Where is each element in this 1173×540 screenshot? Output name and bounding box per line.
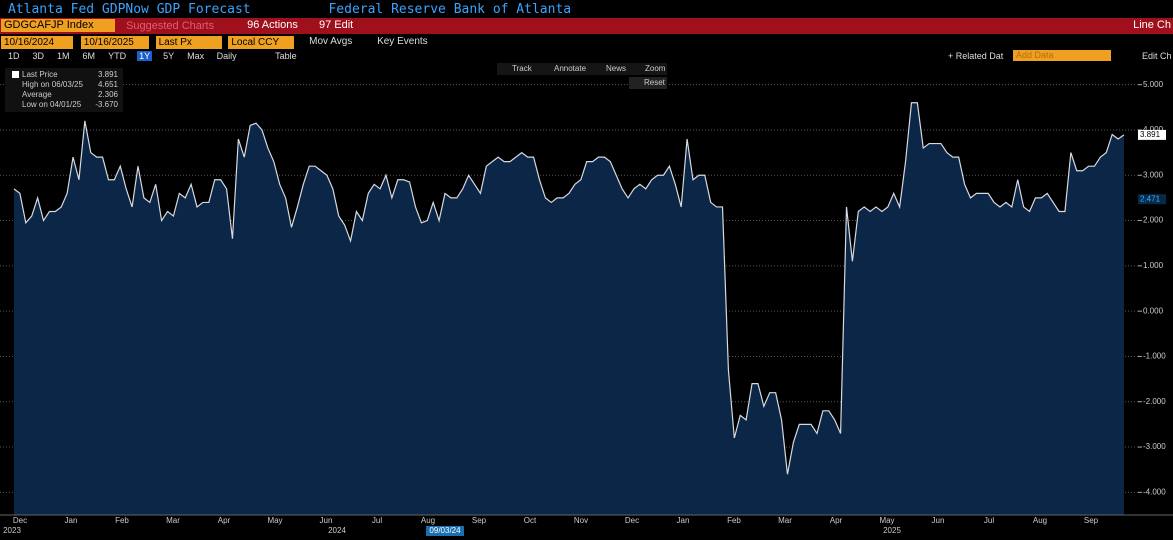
period[interactable]: 3D bbox=[32, 51, 45, 61]
chart-type[interactable]: Line Ch bbox=[1133, 19, 1171, 31]
command-bar: GDGCAFJP Index Suggested Charts 96 Actio… bbox=[0, 18, 1173, 34]
legend-swatch bbox=[12, 71, 19, 78]
legend: Last Price 3.891 High on 06/03/25 4.651 Aver… bbox=[5, 68, 123, 112]
x-tick-label: Apr bbox=[830, 516, 843, 525]
x-tick-label: May bbox=[879, 516, 894, 525]
x-tick-label: Dec bbox=[13, 516, 27, 525]
reset-bg bbox=[629, 77, 667, 89]
x-tick-label: Mar bbox=[166, 516, 180, 525]
suggested[interactable]: Suggested Charts bbox=[126, 20, 215, 32]
x-tick-label: Jul bbox=[372, 516, 382, 525]
area bbox=[14, 102, 1124, 516]
cursor-bg bbox=[426, 526, 464, 536]
year-label: 2023 bbox=[3, 526, 21, 535]
period[interactable]: 1M bbox=[57, 51, 70, 61]
edit[interactable]: 97 Edit bbox=[318, 19, 354, 31]
x-tick-label: Oct bbox=[524, 516, 537, 525]
x-tick-label: Jun bbox=[320, 516, 333, 525]
x-tick-label: Apr bbox=[218, 516, 231, 525]
legend-value: 3.891 bbox=[98, 70, 119, 79]
tool[interactable]: Annotate bbox=[554, 64, 587, 73]
periods: 1D 3D 1M 6M YTD 1Y 5Y Max bbox=[0, 51, 206, 61]
period[interactable]: 1D bbox=[8, 51, 20, 61]
title-row: Atlanta Fed GDPNow GDP Forecast Federal … bbox=[0, 0, 1173, 18]
ticker[interactable]: GDGCAFJP Index bbox=[1, 19, 115, 32]
key-events[interactable]: Key Events bbox=[377, 36, 428, 47]
y-tick-label: 5.000 bbox=[1143, 80, 1164, 89]
tools: Track Annotate News Zoom Reset bbox=[497, 63, 667, 89]
period[interactable]: 5Y bbox=[163, 51, 175, 61]
price-tag-label: 2.471 bbox=[1140, 194, 1161, 203]
y-tick-label: -1.000 bbox=[1143, 352, 1166, 361]
x-tick-label: Nov bbox=[574, 516, 588, 525]
y-tick-label: 2.000 bbox=[1143, 216, 1164, 225]
x-tick-label: Jun bbox=[932, 516, 945, 525]
x-tick-label: Jan bbox=[65, 516, 78, 525]
mov-avgs[interactable]: Mov Avgs bbox=[309, 36, 353, 47]
x-tick-label: Jul bbox=[984, 516, 994, 525]
legend-value: -3.670 bbox=[95, 100, 118, 109]
currency[interactable]: Local CCY bbox=[228, 36, 295, 49]
edit-chart[interactable]: Edit Ch bbox=[1142, 51, 1172, 61]
x-tick-label: Sep bbox=[472, 516, 487, 525]
period-bar: 1D 3D 1M 6M YTD 1Y 5Y Max Daily Table + Related… bbox=[0, 50, 1173, 63]
related[interactable]: + Related Dat bbox=[948, 51, 1004, 61]
legend-name: Last Price bbox=[22, 70, 58, 79]
tools-bg bbox=[497, 63, 667, 75]
reset[interactable]: Reset bbox=[644, 78, 666, 87]
year-label: 2024 bbox=[328, 526, 346, 535]
x-tick-label: Mar bbox=[778, 516, 792, 525]
period[interactable]: 1Y bbox=[137, 51, 153, 61]
y-tick-label: 3.000 bbox=[1143, 170, 1164, 179]
start-date[interactable]: 10/16/2024 bbox=[1, 36, 73, 49]
year-label: 2025 bbox=[883, 526, 901, 535]
tool[interactable]: News bbox=[606, 64, 626, 73]
y-tick-label: -4.000 bbox=[1143, 487, 1166, 496]
x-tick-label: Aug bbox=[1033, 516, 1047, 525]
price-tag-label: 3.891 bbox=[1140, 130, 1161, 139]
price-tag bbox=[1138, 129, 1166, 140]
line bbox=[13, 102, 1125, 475]
tool[interactable]: Track bbox=[512, 64, 533, 73]
table[interactable]: Table bbox=[275, 51, 297, 61]
actions[interactable]: 96 Actions bbox=[247, 19, 298, 31]
x-tick-label: Jan bbox=[677, 516, 690, 525]
legend-value: 2.306 bbox=[98, 90, 119, 99]
add-data[interactable]: Add Data bbox=[1013, 50, 1111, 61]
y-tick-label: -3.000 bbox=[1143, 442, 1166, 451]
y-tick-label: 1.000 bbox=[1143, 261, 1164, 270]
legend-name: Low on 04/01/25 bbox=[22, 100, 82, 109]
x-tick-label: Feb bbox=[727, 516, 741, 525]
y-tick-label: -2.000 bbox=[1143, 397, 1166, 406]
y-tick-label: 0.000 bbox=[1143, 306, 1164, 315]
period[interactable]: 6M bbox=[82, 51, 96, 61]
price-tag bbox=[1138, 194, 1166, 205]
legend-bg bbox=[5, 68, 123, 112]
period[interactable]: Max bbox=[187, 51, 205, 61]
source: Federal Reserve Bank of Atlanta bbox=[328, 2, 572, 17]
legend-name: High on 06/03/25 bbox=[22, 80, 83, 89]
tool[interactable]: Zoom bbox=[645, 64, 666, 73]
frequency[interactable]: Daily bbox=[216, 51, 237, 61]
x-tick-label: May bbox=[267, 516, 282, 525]
legend-value: 4.651 bbox=[98, 80, 119, 89]
legend-name: Average bbox=[22, 90, 52, 99]
controls: 10/16/2024 10/16/2025 Last Px Local CCY … bbox=[0, 36, 1173, 51]
x-tick-label: Dec bbox=[625, 516, 639, 525]
x-tick-label: Aug bbox=[421, 516, 435, 525]
y-tick-label: 4.000 bbox=[1143, 125, 1164, 134]
cursor-date: 09/03/24 bbox=[429, 526, 461, 535]
x-tick-label: Feb bbox=[115, 516, 129, 525]
title: Atlanta Fed GDPNow GDP Forecast bbox=[8, 2, 251, 17]
end-date[interactable]: 10/16/2025 bbox=[80, 36, 149, 49]
field[interactable]: Last Px bbox=[155, 36, 222, 49]
period[interactable]: YTD bbox=[108, 51, 127, 61]
x-tick-label: Sep bbox=[1084, 516, 1099, 525]
